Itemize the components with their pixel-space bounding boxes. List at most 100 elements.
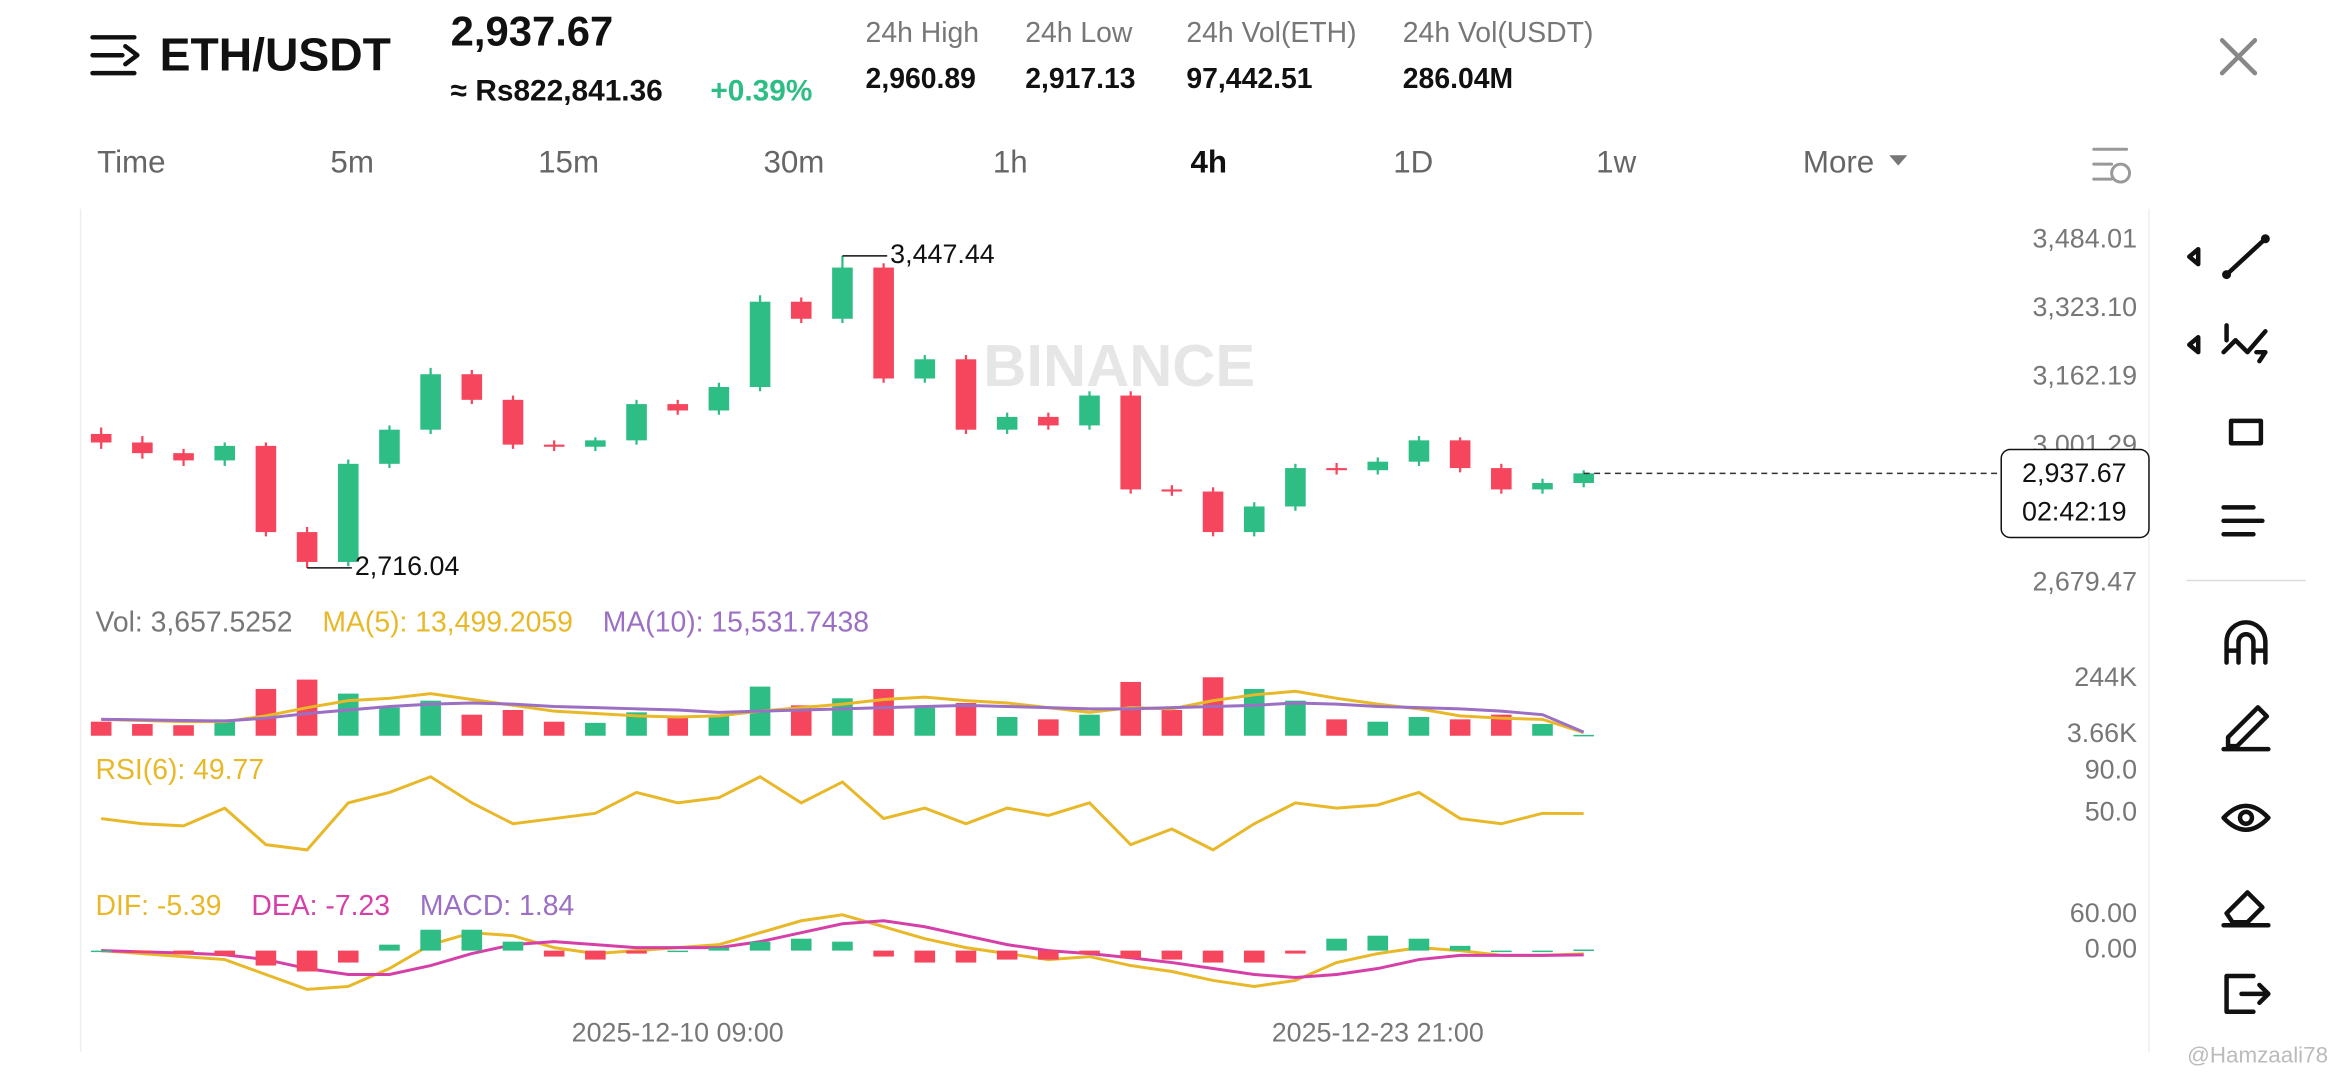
indicator-bar — [1120, 950, 1141, 959]
visibility-tool[interactable] — [2221, 803, 2271, 832]
candle-body — [379, 429, 400, 464]
stat-label: 24h Vol(USDT) — [1403, 17, 1594, 49]
candle-body — [832, 267, 853, 319]
legend-entry: DIF: -5.39 — [96, 890, 222, 922]
candle-body — [996, 416, 1018, 430]
indicator-bar — [626, 950, 647, 954]
indicator-bar — [379, 707, 400, 736]
chart-settings[interactable] — [2092, 147, 2132, 184]
interval-tab[interactable]: More — [1803, 144, 1874, 179]
indicator-bar — [708, 714, 730, 736]
interval-tab[interactable]: 5m — [330, 144, 374, 179]
y-tick-label: 0.00 — [2085, 934, 2137, 964]
shape-tool[interactable] — [2228, 418, 2264, 446]
legend-entry: Vol: 3,657.5252 — [96, 606, 293, 638]
toolbar — [2187, 234, 2271, 1015]
eraser-tool[interactable] — [2221, 890, 2271, 928]
indicator-bar — [1573, 734, 1594, 737]
indicator-bar — [1079, 950, 1100, 954]
indicator-bar — [1038, 719, 1059, 736]
price-tag — [2000, 448, 2150, 539]
interval-tab[interactable]: 15m — [538, 144, 599, 179]
price-tag-price: 2,937.67 — [2022, 458, 2127, 488]
interval-tab[interactable]: 1D — [1393, 144, 1433, 179]
candle-body — [543, 444, 565, 447]
indicator-bar — [420, 700, 441, 736]
indicator-bar — [1532, 950, 1553, 953]
indicator-bar — [667, 950, 689, 953]
interval-tab[interactable]: Time — [97, 144, 165, 179]
interval-tab[interactable]: 1h — [993, 144, 1028, 179]
interval-tab[interactable]: 30m — [763, 144, 824, 179]
indicator-bar — [1326, 719, 1347, 736]
candle-body — [1079, 395, 1100, 426]
interval-tab[interactable]: 1w — [1596, 144, 1636, 179]
indicator-bar — [255, 688, 277, 736]
stat-label: 24h Low — [1025, 17, 1133, 49]
stat-value: 2,960.89 — [866, 63, 976, 95]
stat-value: 2,917.13 — [1025, 63, 1135, 95]
annotation: 3,447.44 — [890, 239, 995, 269]
candle-body — [914, 359, 936, 379]
fib-extension-tool[interactable] — [2221, 505, 2265, 537]
indicator-bar — [914, 950, 936, 963]
indicator-bar — [337, 693, 359, 736]
indicator-bar — [667, 717, 689, 736]
candle-body — [132, 442, 153, 454]
trend-line-tool[interactable] — [2187, 236, 2268, 277]
candle-body — [420, 374, 441, 430]
indicator-bar — [502, 710, 524, 736]
y-tick-label: 3,323.10 — [2032, 292, 2137, 322]
y-tick-label: 3,484.01 — [2032, 223, 2137, 253]
candle-body — [337, 463, 359, 562]
indicator-bar — [1202, 950, 1224, 963]
indicator-bar — [914, 707, 936, 736]
menu-icon[interactable] — [90, 35, 140, 76]
interval-tab[interactable]: 4h — [1191, 144, 1228, 179]
candle-body — [1408, 440, 1430, 462]
indicator-bar — [1367, 721, 1389, 736]
candle-body — [173, 453, 194, 461]
indicator-bar — [955, 702, 977, 736]
candle-body — [214, 445, 236, 461]
indicator-line — [101, 919, 1584, 979]
indicator-bar — [585, 722, 606, 736]
indicator-bar — [173, 950, 194, 955]
candle-body — [708, 387, 730, 411]
indicator-bar — [1532, 724, 1553, 736]
indicator-bar — [1491, 714, 1512, 736]
candle-body — [585, 440, 606, 447]
magnet-tool[interactable] — [2224, 620, 2268, 665]
change: +0.39% — [710, 74, 812, 107]
y-tick-label: 244K — [2074, 662, 2137, 692]
indicator-bar — [214, 950, 236, 956]
y-tick-label: 3,162.19 — [2032, 361, 2137, 391]
candle-body — [1367, 461, 1389, 471]
indicator-bar — [132, 724, 153, 736]
pen-tool[interactable] — [2221, 705, 2271, 752]
indicator-bar — [1449, 945, 1471, 951]
candle-body — [502, 399, 524, 445]
watermark: BINANCE — [983, 332, 1255, 399]
fib-tool[interactable] — [2187, 323, 2268, 364]
indicator-bar — [873, 688, 894, 736]
candle-body — [873, 267, 894, 379]
exit-tool[interactable] — [2224, 973, 2271, 1015]
pair[interactable]: ETH/USDT — [160, 28, 391, 80]
y-tick-label: 2,679.47 — [2032, 567, 2137, 597]
indicator-bar — [502, 941, 524, 951]
indicator-bar — [173, 725, 194, 736]
indicator-bar — [1161, 710, 1183, 736]
indicator-bar — [420, 929, 441, 951]
legend-entry: MA(5): 13,499.2059 — [322, 606, 573, 638]
indicator-bar — [1326, 938, 1347, 951]
indicator-bar — [379, 944, 400, 951]
legend-entry: MA(10): 15,531.7438 — [603, 606, 869, 638]
indicator-bar — [708, 947, 730, 951]
indicator-bar — [626, 712, 647, 736]
close-button[interactable] — [2219, 38, 2258, 76]
candle-body — [255, 445, 277, 533]
indicator-bar — [1038, 950, 1059, 960]
